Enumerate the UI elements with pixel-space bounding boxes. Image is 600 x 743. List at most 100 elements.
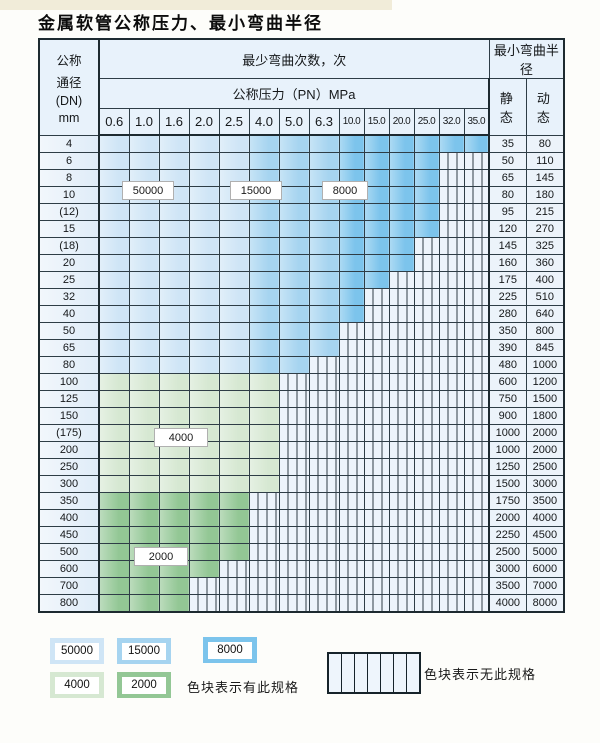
dn-cell: 300 [38, 475, 100, 493]
table-row: 4 35 80 [38, 134, 565, 153]
no-spec-cell [438, 254, 465, 272]
no-spec-cell [413, 356, 440, 374]
spec-cell [188, 475, 220, 493]
dynamic-radius-cell: 1800 [525, 407, 565, 425]
no-spec-cell [413, 237, 440, 255]
spec-cell [158, 288, 190, 306]
no-spec-cell [413, 577, 440, 595]
spec-cell [98, 594, 130, 613]
spec-cell [388, 152, 415, 170]
no-spec-cell [388, 305, 415, 323]
no-spec-cell [463, 254, 490, 272]
table-row: 250 1250 2500 [38, 458, 565, 476]
no-spec-cell [413, 475, 440, 493]
no-spec-cell [363, 475, 390, 493]
spec-cell [218, 271, 250, 289]
spec-cell [188, 492, 220, 510]
spec-cell [188, 339, 220, 357]
no-spec-cell [463, 543, 490, 561]
spec-cell [98, 254, 130, 272]
dynamic-radius-cell: 4500 [525, 526, 565, 544]
spec-cell [98, 288, 130, 306]
dn-cell: 8 [38, 169, 100, 187]
table-row: 40 280 640 [38, 305, 565, 323]
dynamic-radius-cell: 4000 [525, 509, 565, 527]
table-row: 600 3000 6000 [38, 560, 565, 578]
dn-cell: (175) [38, 424, 100, 442]
spec-cell [463, 134, 490, 153]
spec-cell [128, 526, 160, 544]
spec-cell [98, 271, 130, 289]
no-spec-cell [438, 305, 465, 323]
no-spec-cell [438, 339, 465, 357]
no-spec-cell [463, 288, 490, 306]
spec-cell [363, 203, 390, 221]
spec-cell [218, 475, 250, 493]
no-spec-cell [388, 560, 415, 578]
no-spec-cell [338, 322, 365, 340]
no-spec-cell [438, 390, 465, 408]
no-spec-cell [278, 526, 310, 544]
spec-cell [98, 492, 130, 510]
no-spec-cell [278, 390, 310, 408]
spec-cell [98, 475, 130, 493]
pressure-col-header: 4.0 [248, 108, 280, 136]
spec-cell [248, 356, 280, 374]
no-spec-cell [363, 373, 390, 391]
spec-cell [128, 305, 160, 323]
spec-cell [278, 288, 310, 306]
spec-cell [218, 441, 250, 459]
dn-cell: (12) [38, 203, 100, 221]
no-spec-cell [413, 288, 440, 306]
no-spec-cell [363, 458, 390, 476]
dynamic-radius-cell: 845 [525, 339, 565, 357]
spec-cell [98, 356, 130, 374]
no-spec-cell [413, 322, 440, 340]
static-radius-cell: 145 [488, 237, 527, 255]
spec-cell [218, 152, 250, 170]
spec-cell [218, 237, 250, 255]
spec-cell [128, 339, 160, 357]
spec-cell [413, 152, 440, 170]
spec-cell [128, 237, 160, 255]
table-row: 700 3500 7000 [38, 577, 565, 595]
spec-cell [188, 169, 220, 187]
static-radius-cell: 1000 [488, 441, 527, 459]
no-spec-cell [363, 305, 390, 323]
pressure-col-header: 25.0 [413, 108, 440, 136]
spec-cell [388, 134, 415, 153]
table-row: 80 480 1000 [38, 356, 565, 374]
no-spec-cell [413, 560, 440, 578]
nominal-pressure-header: 公称压力（PN）MPa [98, 78, 490, 109]
spec-cell [128, 134, 160, 153]
table-row: 50 350 800 [38, 322, 565, 340]
spec-cell [128, 220, 160, 238]
dn-cell: 450 [38, 526, 100, 544]
legend-swatch-4000: 4000 [50, 672, 104, 698]
spec-cell [338, 203, 365, 221]
no-spec-cell [308, 424, 340, 442]
dynamic-radius-cell: 215 [525, 203, 565, 221]
no-spec-cell [308, 509, 340, 527]
spec-cell [98, 560, 130, 578]
no-spec-cell [308, 526, 340, 544]
no-spec-cell [413, 390, 440, 408]
no-spec-cell [463, 594, 490, 613]
no-spec-cell [308, 492, 340, 510]
no-spec-cell [438, 169, 465, 187]
no-spec-cell [308, 543, 340, 561]
static-radius-cell: 175 [488, 271, 527, 289]
spec-cell [128, 441, 160, 459]
spec-cell [188, 305, 220, 323]
no-spec-cell [413, 526, 440, 544]
table-row: (12) 95 215 [38, 203, 565, 221]
spec-cell [388, 220, 415, 238]
spec-cell [158, 237, 190, 255]
no-spec-cell [363, 424, 390, 442]
spec-cell [98, 186, 130, 204]
spec-cell [248, 373, 280, 391]
spec-cell [388, 254, 415, 272]
spec-cell [188, 203, 220, 221]
no-spec-cell [338, 509, 365, 527]
no-spec-cell [338, 441, 365, 459]
